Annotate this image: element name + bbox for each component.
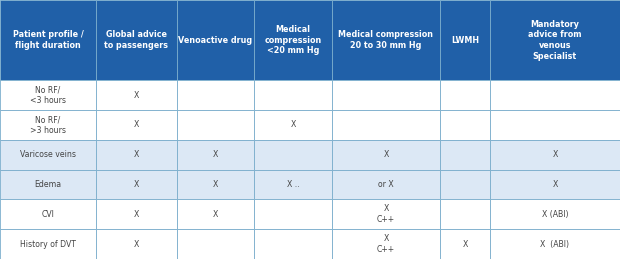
Text: X: X	[383, 150, 389, 159]
Bar	[177, 170, 254, 199]
Bar	[177, 80, 254, 110]
Text: X: X	[552, 180, 557, 189]
Bar	[177, 110, 254, 140]
Bar	[440, 140, 490, 170]
Bar	[332, 80, 440, 110]
Bar	[440, 199, 490, 229]
Bar	[0, 80, 96, 110]
Text: X: X	[134, 120, 139, 130]
Text: X: X	[213, 150, 218, 159]
Text: Medical
compression
<20 mm Hg: Medical compression <20 mm Hg	[264, 25, 322, 55]
Bar	[490, 199, 620, 229]
Bar	[254, 229, 332, 259]
Bar	[490, 110, 620, 140]
Text: Edema: Edema	[35, 180, 61, 189]
Bar	[254, 170, 332, 199]
Bar	[96, 110, 177, 140]
Text: Venoactive drug: Venoactive drug	[179, 36, 252, 45]
Text: CVI: CVI	[42, 210, 55, 219]
Text: X: X	[134, 150, 139, 159]
Bar	[332, 170, 440, 199]
Text: Medical compression
20 to 30 mm Hg: Medical compression 20 to 30 mm Hg	[339, 30, 433, 50]
Bar	[440, 170, 490, 199]
Bar	[332, 140, 440, 170]
Text: X: X	[134, 91, 139, 100]
Text: X: X	[213, 210, 218, 219]
Bar	[332, 199, 440, 229]
Bar	[490, 80, 620, 110]
Text: X: X	[552, 150, 557, 159]
Bar	[177, 229, 254, 259]
Bar	[0, 140, 96, 170]
Text: Global advice
to passengers: Global advice to passengers	[104, 30, 169, 50]
Bar	[177, 199, 254, 229]
Text: X  (ABI): X (ABI)	[541, 240, 569, 249]
Bar	[440, 229, 490, 259]
Bar	[96, 80, 177, 110]
Text: No RF/
<3 hours: No RF/ <3 hours	[30, 85, 66, 105]
Bar	[490, 140, 620, 170]
Text: LWMH: LWMH	[451, 36, 479, 45]
Bar	[440, 80, 490, 110]
Text: X (ABI): X (ABI)	[542, 210, 568, 219]
Text: X: X	[463, 240, 467, 249]
Bar	[440, 0, 490, 80]
Text: X: X	[134, 180, 139, 189]
Bar	[177, 0, 254, 80]
Bar	[0, 110, 96, 140]
Bar	[96, 170, 177, 199]
Bar	[177, 140, 254, 170]
Bar	[96, 229, 177, 259]
Text: or X: or X	[378, 180, 394, 189]
Bar	[440, 110, 490, 140]
Bar	[332, 0, 440, 80]
Text: X: X	[213, 180, 218, 189]
Text: X: X	[134, 240, 139, 249]
Bar	[0, 229, 96, 259]
Bar	[490, 0, 620, 80]
Bar	[254, 80, 332, 110]
Bar	[490, 170, 620, 199]
Bar	[0, 170, 96, 199]
Bar	[254, 0, 332, 80]
Bar	[0, 0, 96, 80]
Bar	[0, 199, 96, 229]
Bar	[96, 140, 177, 170]
Text: Mandatory
advice from
venous
Specialist: Mandatory advice from venous Specialist	[528, 19, 582, 61]
Text: X
C++: X C++	[377, 204, 395, 224]
Text: Patient profile /
flight duration: Patient profile / flight duration	[12, 30, 84, 50]
Bar	[490, 229, 620, 259]
Bar	[332, 229, 440, 259]
Text: Varicose veins: Varicose veins	[20, 150, 76, 159]
Bar	[96, 0, 177, 80]
Text: History of DVT: History of DVT	[20, 240, 76, 249]
Text: No RF/
>3 hours: No RF/ >3 hours	[30, 115, 66, 135]
Bar	[254, 199, 332, 229]
Text: X
C++: X C++	[377, 234, 395, 254]
Bar	[254, 140, 332, 170]
Bar	[332, 110, 440, 140]
Text: X: X	[134, 210, 139, 219]
Bar	[96, 199, 177, 229]
Bar	[254, 110, 332, 140]
Text: X: X	[290, 120, 296, 130]
Text: X ..: X ..	[286, 180, 299, 189]
